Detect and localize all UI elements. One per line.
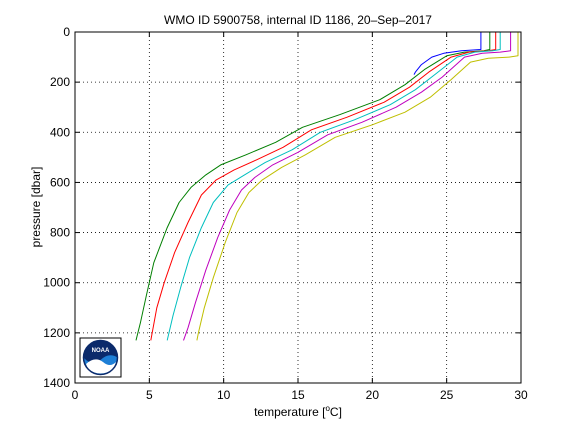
series-group bbox=[135, 32, 522, 341]
profile-line-6 bbox=[196, 32, 519, 341]
x-tick-label: 30 bbox=[514, 388, 528, 402]
y-axis-label: pressure [dbar] bbox=[29, 167, 43, 248]
profile-line-3 bbox=[150, 32, 497, 341]
plot-frame bbox=[74, 31, 522, 384]
y-tick-label: 1400 bbox=[43, 376, 70, 390]
y-tick-label: 800 bbox=[50, 226, 70, 240]
x-axis-label: temperature [oC] bbox=[254, 404, 342, 419]
y-tick-label: 200 bbox=[50, 75, 70, 89]
x-tick-label: 20 bbox=[366, 388, 380, 402]
profile-line-5 bbox=[183, 32, 512, 341]
y-tick-label: 400 bbox=[50, 125, 70, 139]
chart-title: WMO ID 5900758, internal ID 1186, 20–Sep… bbox=[164, 13, 432, 27]
y-tick-label: 600 bbox=[50, 175, 70, 189]
profile-line-4 bbox=[166, 32, 501, 341]
noaa-logo-text: NOAA bbox=[92, 348, 110, 354]
noaa-logo: NOAA bbox=[79, 337, 122, 378]
y-tick-label: 1200 bbox=[43, 326, 70, 340]
profile-line-2 bbox=[135, 32, 491, 341]
x-tick-label: 10 bbox=[217, 388, 231, 402]
y-tick-label: 0 bbox=[63, 25, 70, 39]
x-tick-label: 25 bbox=[440, 388, 454, 402]
y-tick-label: 1000 bbox=[43, 276, 70, 290]
x-tick-label: 0 bbox=[72, 388, 79, 402]
x-tick-label: 15 bbox=[291, 388, 305, 402]
profile-line-1 bbox=[413, 32, 482, 75]
grid bbox=[75, 32, 521, 383]
x-tick-label: 5 bbox=[146, 388, 153, 402]
tick-labels: 0 5 10 15 20 25 30 0 200 400 600 800 1000 1200 1400 bbox=[43, 25, 528, 402]
